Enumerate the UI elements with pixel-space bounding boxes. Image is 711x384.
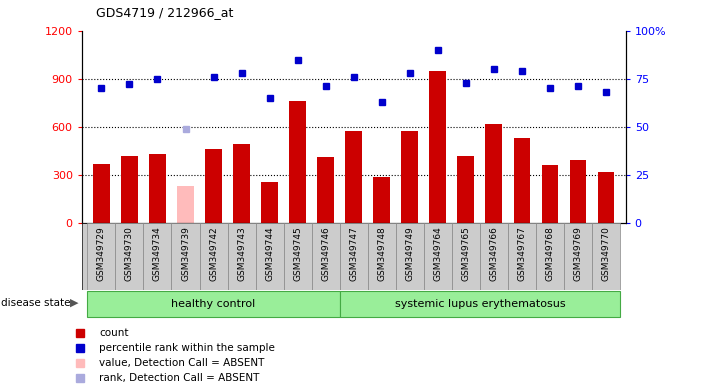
Text: GSM349742: GSM349742 xyxy=(209,226,218,281)
Bar xyxy=(228,223,255,290)
Bar xyxy=(93,164,109,223)
Bar xyxy=(311,223,340,290)
Text: GSM349749: GSM349749 xyxy=(405,226,415,281)
Text: GSM349745: GSM349745 xyxy=(293,226,302,281)
Bar xyxy=(592,223,620,290)
Bar xyxy=(87,223,115,290)
Text: disease state: disease state xyxy=(1,298,71,308)
Bar xyxy=(346,131,362,223)
Text: GSM349739: GSM349739 xyxy=(181,226,190,281)
Bar xyxy=(317,157,334,223)
Bar xyxy=(396,223,424,290)
Text: GSM349768: GSM349768 xyxy=(545,226,555,281)
Bar xyxy=(368,223,396,290)
Bar xyxy=(289,101,306,223)
Text: GSM349765: GSM349765 xyxy=(461,226,471,281)
Text: GSM349729: GSM349729 xyxy=(97,226,106,281)
Bar xyxy=(508,223,536,290)
Text: GSM349767: GSM349767 xyxy=(518,226,526,281)
Bar xyxy=(340,291,620,317)
Bar xyxy=(480,223,508,290)
Text: percentile rank within the sample: percentile rank within the sample xyxy=(99,343,275,353)
Bar xyxy=(149,154,166,223)
Bar xyxy=(115,223,144,290)
Text: GSM349770: GSM349770 xyxy=(602,226,611,281)
Bar xyxy=(121,156,138,223)
Text: GSM349766: GSM349766 xyxy=(489,226,498,281)
Bar xyxy=(513,138,530,223)
Bar xyxy=(542,165,558,223)
Bar xyxy=(564,223,592,290)
Bar xyxy=(373,177,390,223)
Text: rank, Detection Call = ABSENT: rank, Detection Call = ABSENT xyxy=(99,373,260,383)
Bar xyxy=(87,291,340,317)
Text: healthy control: healthy control xyxy=(171,299,256,310)
Text: GSM349747: GSM349747 xyxy=(349,226,358,281)
Bar xyxy=(261,182,278,223)
Bar xyxy=(402,131,418,223)
Text: value, Detection Call = ABSENT: value, Detection Call = ABSENT xyxy=(99,358,264,368)
Text: ▶: ▶ xyxy=(70,298,78,308)
Text: GSM349748: GSM349748 xyxy=(378,226,386,281)
Bar xyxy=(205,149,222,223)
Text: GSM349744: GSM349744 xyxy=(265,226,274,281)
Bar xyxy=(177,186,194,223)
Bar xyxy=(457,156,474,223)
Text: GSM349746: GSM349746 xyxy=(321,226,330,281)
Text: GSM349730: GSM349730 xyxy=(125,226,134,281)
Text: systemic lupus erythematosus: systemic lupus erythematosus xyxy=(395,299,565,310)
Bar xyxy=(570,161,587,223)
Bar xyxy=(429,71,447,223)
Text: GDS4719 / 212966_at: GDS4719 / 212966_at xyxy=(96,6,233,19)
Bar xyxy=(536,223,564,290)
Bar xyxy=(284,223,311,290)
Bar xyxy=(452,223,480,290)
Bar xyxy=(255,223,284,290)
Text: GSM349734: GSM349734 xyxy=(153,226,162,281)
Bar xyxy=(424,223,452,290)
Bar xyxy=(340,223,368,290)
Bar xyxy=(200,223,228,290)
Text: GSM349769: GSM349769 xyxy=(574,226,582,281)
Text: GSM349743: GSM349743 xyxy=(237,226,246,281)
Bar xyxy=(144,223,171,290)
Bar xyxy=(233,144,250,223)
Text: count: count xyxy=(99,328,129,338)
Text: GSM349764: GSM349764 xyxy=(433,226,442,281)
Bar xyxy=(171,223,200,290)
Bar xyxy=(486,124,502,223)
Bar xyxy=(598,172,614,223)
